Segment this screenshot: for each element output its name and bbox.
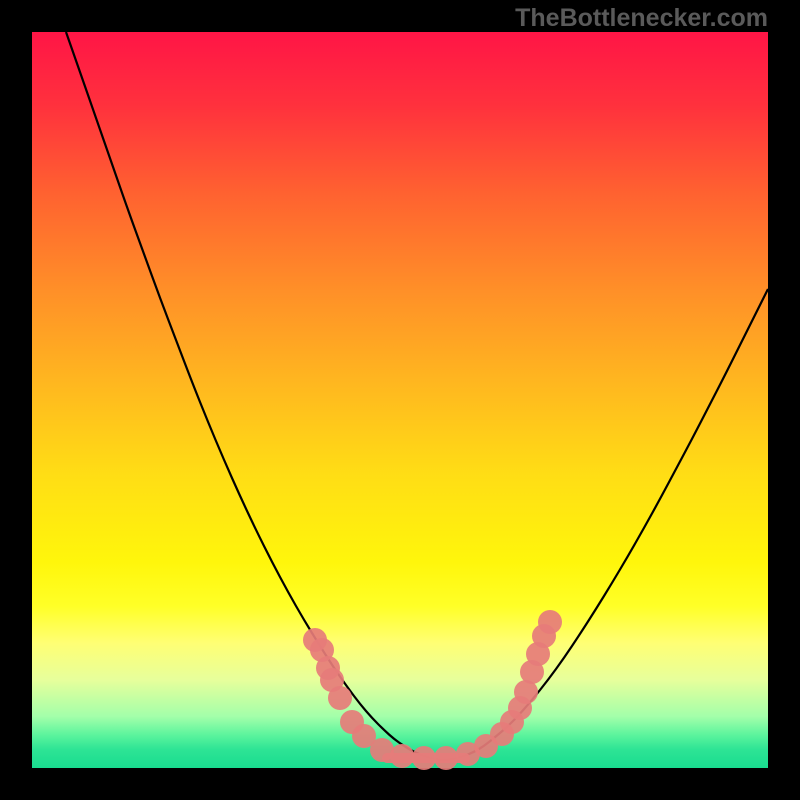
data-marker bbox=[328, 686, 352, 710]
data-marker bbox=[538, 610, 562, 634]
data-marker bbox=[390, 744, 414, 768]
data-marker bbox=[434, 746, 458, 770]
data-marker bbox=[412, 746, 436, 770]
plot-area bbox=[32, 32, 768, 768]
chart-container: TheBottlenecker.com bbox=[0, 0, 800, 800]
curve-layer bbox=[32, 32, 768, 768]
bottleneck-curve bbox=[66, 32, 768, 760]
watermark-text: TheBottlenecker.com bbox=[515, 4, 768, 33]
